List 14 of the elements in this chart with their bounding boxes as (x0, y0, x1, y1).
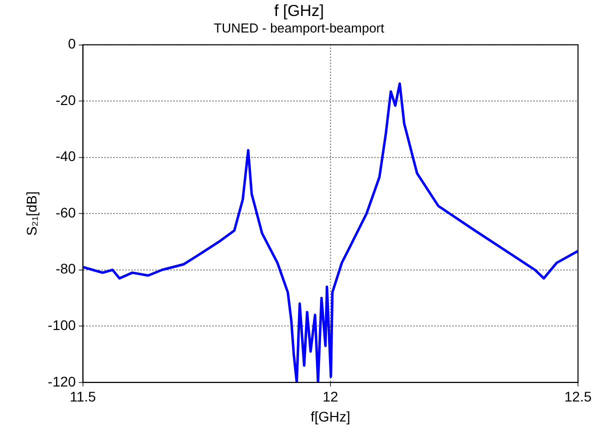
x-tick-label: 12.5 (564, 388, 592, 405)
y-axis-title: S₂₁[dB] (23, 191, 40, 236)
y-tick-label: -100 (48, 316, 76, 333)
y-tick-label: -80 (56, 260, 76, 277)
chart-subtitle: TUNED - beamport-beamport (214, 20, 385, 36)
chart-title: f [GHz] (274, 3, 324, 20)
x-axis-title: f[GHz] (310, 408, 350, 424)
y-tick-label: -120 (48, 373, 76, 390)
y-tick-label: -40 (56, 148, 76, 164)
x-tick-label: 11.5 (70, 388, 96, 405)
y-tick-label: -20 (56, 92, 76, 108)
x-tick-label: 12 (322, 388, 338, 405)
y-tick-label: 0 (68, 36, 76, 52)
y-tick-label: -60 (56, 204, 76, 220)
